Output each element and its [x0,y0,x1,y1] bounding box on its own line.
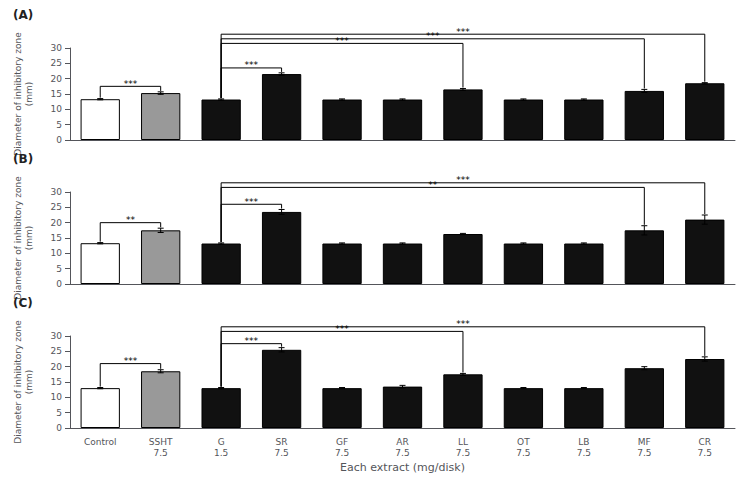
svg-text:***: *** [245,60,259,70]
svg-text:5: 5 [56,264,62,274]
svg-text:10: 10 [51,392,63,402]
svg-text:***: *** [245,197,259,207]
svg-text:***: *** [426,31,440,41]
svg-text:Each extract (mg/disk): Each extract (mg/disk) [340,461,465,474]
svg-text:7.5: 7.5 [335,448,349,458]
svg-text:25: 25 [51,202,62,212]
svg-text:20: 20 [51,74,63,84]
svg-text:SSHT: SSHT [149,437,173,447]
svg-text:SR: SR [276,437,288,447]
svg-text:G: G [218,437,225,447]
svg-text:15: 15 [51,233,62,243]
svg-text:(mm): (mm) [24,226,34,251]
svg-text:GF: GF [336,437,348,447]
svg-text:25: 25 [51,58,62,68]
svg-text:***: *** [335,36,349,46]
svg-text:CR: CR [698,437,711,447]
svg-text:***: *** [124,79,138,89]
svg-text:**: ** [428,180,438,190]
svg-text:(A): (A) [13,8,33,22]
svg-text:***: *** [456,27,470,37]
svg-text:7.5: 7.5 [516,448,530,458]
svg-text:Diameter of inhibitory zone: Diameter of inhibitory zone [13,32,23,156]
svg-text:15: 15 [51,89,62,99]
svg-text:***: *** [456,319,470,329]
svg-text:Control: Control [84,437,117,447]
svg-text:**: ** [126,215,136,225]
svg-text:0: 0 [56,135,62,145]
svg-text:10: 10 [51,104,63,114]
svg-text:LB: LB [578,437,589,447]
svg-text:Diameter of inhibitory zone: Diameter of inhibitory zone [13,176,23,300]
svg-text:(B): (B) [13,152,33,166]
svg-text:10: 10 [51,248,63,258]
svg-text:30: 30 [51,43,63,53]
svg-text:7.5: 7.5 [637,448,651,458]
svg-text:(mm): (mm) [24,370,34,395]
svg-text:30: 30 [51,187,63,197]
svg-text:5: 5 [56,120,62,130]
svg-text:7.5: 7.5 [577,448,591,458]
svg-text:***: *** [456,175,470,185]
svg-text:***: *** [245,336,259,346]
svg-text:***: *** [124,356,138,366]
svg-text:5: 5 [56,408,62,418]
svg-text:OT: OT [517,437,530,447]
svg-text:7.5: 7.5 [154,448,168,458]
svg-text:15: 15 [51,377,62,387]
svg-text:(mm): (mm) [24,82,34,107]
svg-text:25: 25 [51,346,62,356]
svg-text:20: 20 [51,362,63,372]
svg-text:0: 0 [56,423,62,433]
svg-text:7.5: 7.5 [274,448,288,458]
svg-text:7.5: 7.5 [456,448,470,458]
svg-text:MF: MF [638,437,651,447]
svg-text:LL: LL [458,437,468,447]
svg-text:0: 0 [56,279,62,289]
svg-text:7.5: 7.5 [395,448,409,458]
svg-text:Diameter of inhibitory zone: Diameter of inhibitory zone [13,320,23,444]
svg-text:30: 30 [51,331,63,341]
svg-text:1.5: 1.5 [214,448,228,458]
svg-text:7.5: 7.5 [698,448,712,458]
svg-text:(C): (C) [13,296,33,310]
svg-text:***: *** [335,324,349,334]
svg-text:20: 20 [51,218,63,228]
svg-text:AR: AR [396,437,408,447]
